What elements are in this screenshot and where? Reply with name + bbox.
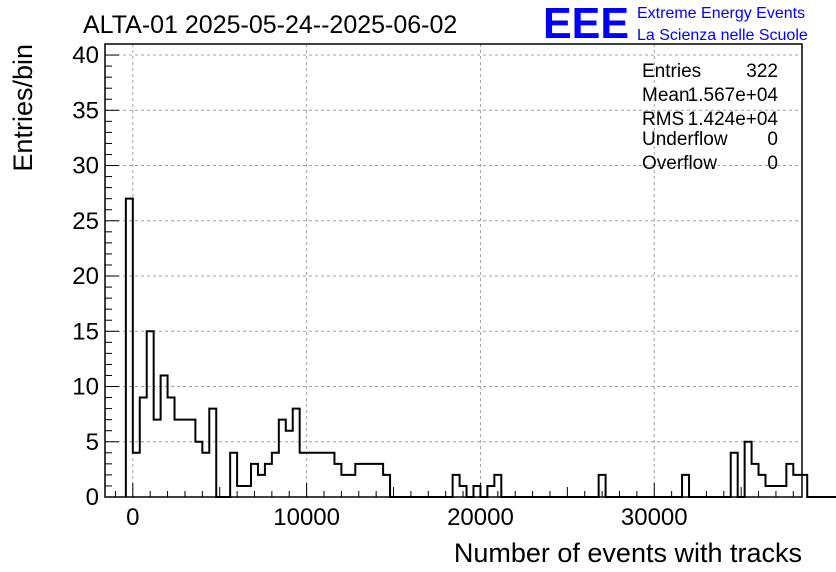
y-tick-label: 20 (72, 263, 99, 290)
y-tick-label: 15 (72, 318, 99, 345)
stats-overflow-label: Overflow (642, 153, 717, 174)
stats-underflow-label: Underflow (642, 129, 728, 150)
y-tick-label: 0 (86, 484, 99, 511)
stats-overflow-value: 0 (767, 153, 778, 174)
x-axis-label: Number of events with tracks (454, 538, 802, 568)
y-axis: 0 5 10 15 20 25 30 35 40 (72, 42, 119, 511)
x-tick-label: 0 (126, 504, 139, 531)
plot-frame (104, 43, 803, 498)
stats-rms-value: 1.424e+04 (688, 109, 779, 130)
x-tick-label: 30000 (621, 504, 688, 531)
y-tick-label: 30 (72, 153, 99, 180)
eee-logo: EEE Extreme Energy Events La Scienza nel… (543, 0, 808, 48)
stats-mean-value: 1.567e+04 (688, 85, 779, 106)
stats-box: Entries 322 Mean 1.567e+04 RMS 1.424e+04… (642, 61, 778, 174)
eee-logo-mark: EEE (543, 0, 629, 48)
y-tick-label: 40 (72, 42, 99, 69)
y-tick-label: 10 (72, 374, 99, 401)
stats-mean-label: Mean (642, 85, 690, 106)
grid-lines (105, 44, 802, 498)
stats-entries-label: Entries (642, 61, 701, 82)
y-tick-label: 25 (72, 208, 99, 235)
y-axis-label: Entries/bin (8, 44, 38, 172)
x-tick-label: 10000 (273, 504, 340, 531)
stats-entries-value: 322 (746, 61, 778, 82)
x-tick-label: 20000 (447, 504, 514, 531)
y-tick-label: 35 (72, 97, 99, 124)
stats-underflow-value: 0 (767, 129, 778, 150)
x-axis: 0 10000 20000 30000 (114, 483, 794, 531)
y-tick-label: 5 (86, 429, 99, 456)
eee-logo-line2: La Scienza nelle Scuole (637, 27, 808, 44)
eee-logo-line1: Extreme Energy Events (637, 5, 805, 22)
chart-title: ALTA-01 2025-05-24--2025-06-02 (83, 11, 457, 39)
stats-rms-label: RMS (642, 109, 684, 130)
